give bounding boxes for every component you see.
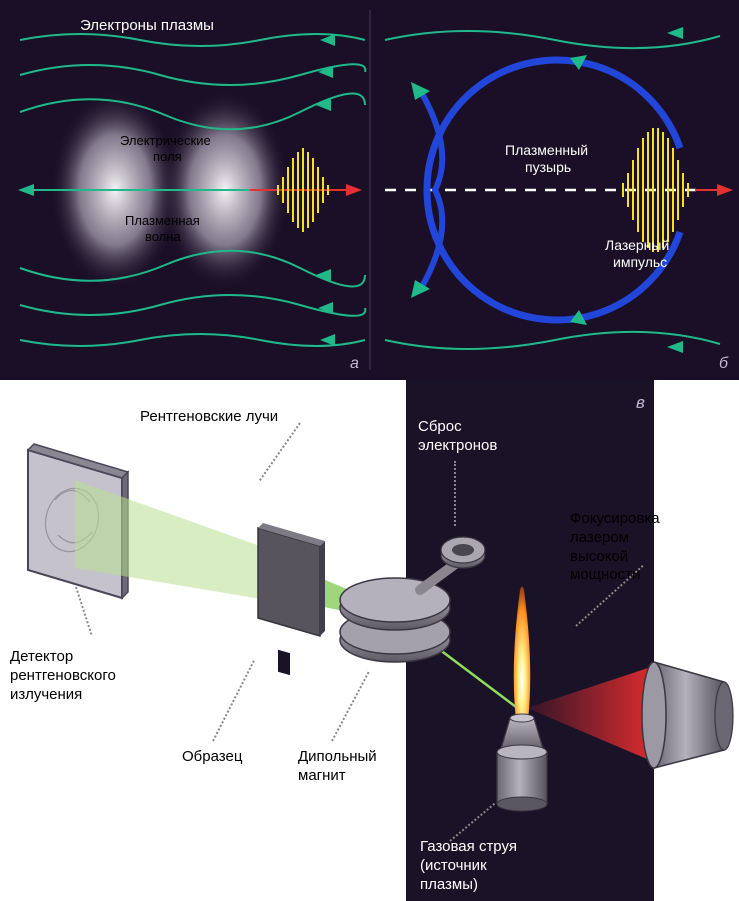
- electron-dump: [441, 537, 485, 568]
- label-focus: Фокусировка лазером высокой мощности: [570, 510, 660, 585]
- panel-a-tag: а: [350, 355, 359, 372]
- sample-screen: [258, 523, 325, 675]
- label-sample: Образец: [182, 748, 242, 767]
- top-panel: Электроны плазмы Электрические поля Плаз…: [0, 0, 739, 380]
- dipole-magnet: [340, 562, 458, 662]
- bottom-panel: в Рентгеновские лучи Сброс электронов Де…: [0, 380, 739, 901]
- top-diagram: Электроны плазмы Электрические поля Плаз…: [0, 0, 739, 380]
- leader-dump: [454, 461, 456, 526]
- label-laser-pulse: Лазерный импульс: [605, 237, 673, 270]
- label-plasma-electrons: Электроны плазмы: [80, 17, 214, 34]
- laser-body: [642, 662, 733, 768]
- panel-b-tag: б: [719, 355, 729, 372]
- label-detector: Детектор рентгеновского излучения: [10, 648, 116, 704]
- label-dipole: Дипольный магнит: [298, 748, 377, 786]
- panel-c-tag: в: [636, 393, 645, 412]
- label-xray: Рентгеновские лучи: [140, 408, 278, 427]
- label-electron-dump: Сброс электронов: [418, 418, 497, 456]
- apparatus-svg: в: [0, 380, 739, 901]
- label-gas-jet: Газовая струя (источник плазмы): [420, 838, 517, 894]
- laser-cone: [527, 666, 654, 762]
